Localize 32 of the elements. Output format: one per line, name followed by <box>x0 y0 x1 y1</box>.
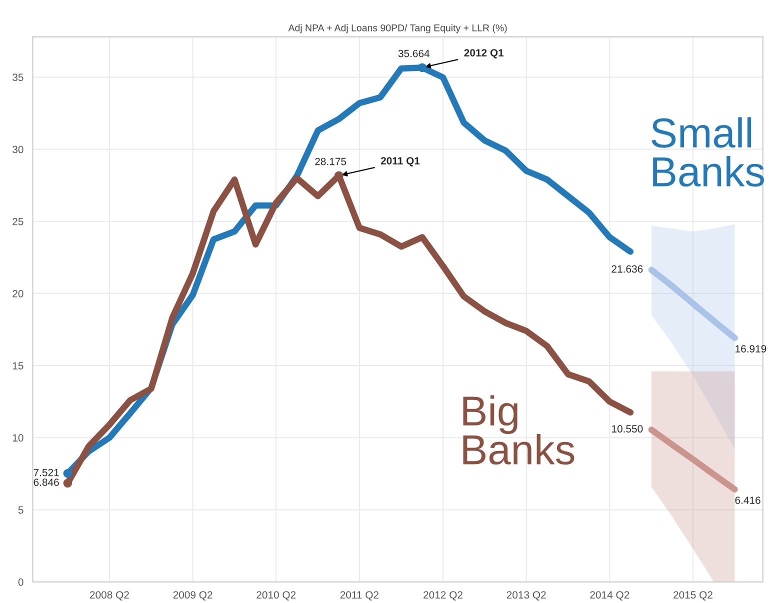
data-label: 7.521 <box>34 468 59 476</box>
y-tick-label: 10 <box>12 434 24 442</box>
data-label: 21.636 <box>612 265 643 273</box>
data-label: 10.550 <box>612 425 643 433</box>
point <box>63 478 72 488</box>
data-label: 16.919 <box>736 345 766 353</box>
y-tick-label: 15 <box>12 362 24 370</box>
y-tick-label: 5 <box>18 506 24 514</box>
y-tick-label: 0 <box>18 578 24 586</box>
y-tick-label: 20 <box>12 290 24 298</box>
x-tick-label: 2008 Q2 <box>90 591 129 600</box>
x-tick-label: 2009 Q2 <box>173 591 212 600</box>
annotation: 2011 Q1 <box>380 157 420 166</box>
y-tick-label: 30 <box>12 146 24 154</box>
series-label: Big Banks <box>463 395 574 465</box>
x-tick-label: 2010 Q2 <box>256 591 296 600</box>
x-tick-label: 2013 Q2 <box>506 591 546 600</box>
point <box>63 469 72 478</box>
point <box>418 63 427 72</box>
x-tick-label: 2015 Q2 <box>674 591 712 600</box>
data-label: 35.664 <box>398 50 430 58</box>
chart-title: Adj NPA + Adj Loans 90PD/ Tang Equity + LLR (%) <box>288 24 507 34</box>
series-label: Small Banks <box>652 117 764 187</box>
x-tick-label: 2012 Q2 <box>424 591 462 600</box>
y-tick-label: 25 <box>12 218 24 226</box>
x-tick-label: 2014 Q2 <box>590 591 630 600</box>
data-label: 6.416 <box>735 496 760 504</box>
y-tick-label: 35 <box>12 74 24 82</box>
x-tick-label: 2011 Q2 <box>340 591 379 600</box>
annotation: 2012 Q1 <box>464 49 504 58</box>
data-label: 28.175 <box>315 158 346 166</box>
data-label: 6.846 <box>34 478 59 486</box>
